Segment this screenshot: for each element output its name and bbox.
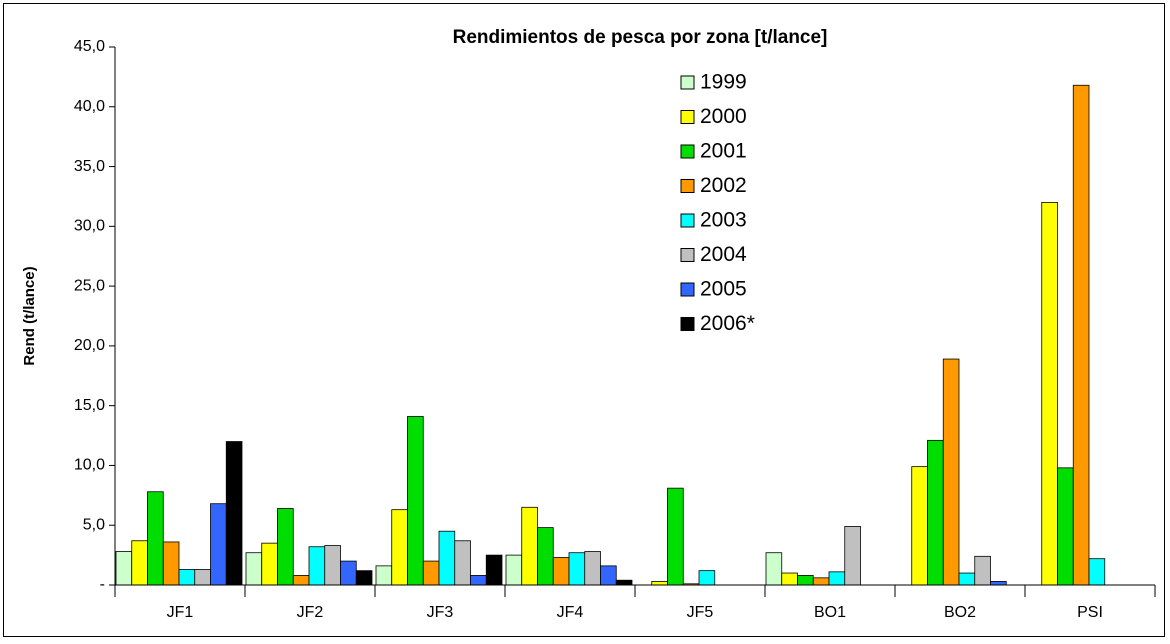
bar — [131, 540, 148, 586]
legend-swatch — [680, 317, 695, 331]
y-tick-label: 10,0 — [74, 457, 105, 474]
bar — [147, 491, 164, 586]
x-tick-label: BO2 — [944, 604, 976, 621]
y-axis-label: Rend (t/lance) — [21, 266, 38, 365]
x-tick-label: JF2 — [297, 604, 324, 621]
bar — [667, 487, 684, 586]
bar — [454, 540, 471, 586]
bar — [698, 570, 716, 586]
bar — [162, 541, 180, 586]
y-tick-label: - — [100, 576, 105, 593]
legend-label: 2005 — [700, 278, 747, 301]
bar — [261, 542, 278, 586]
bar — [355, 570, 373, 586]
bar — [407, 416, 424, 586]
bar — [812, 577, 830, 586]
legend-label: 1999 — [700, 71, 747, 94]
bar — [1072, 84, 1090, 586]
bar — [438, 530, 456, 586]
bar — [225, 441, 243, 586]
bar — [422, 560, 440, 586]
bar — [1088, 558, 1106, 586]
bar — [537, 527, 554, 586]
bar — [974, 555, 991, 586]
legend-swatch — [680, 144, 695, 159]
y-tick-label: 45,0 — [74, 38, 105, 55]
bar — [958, 572, 976, 586]
legend-label: 2000 — [700, 105, 747, 128]
y-tick-label: 25,0 — [74, 277, 105, 294]
y-tick-label: 40,0 — [74, 98, 105, 115]
chart-title: Rendimientos de pesca por zona [t/lance] — [453, 27, 828, 48]
legend-label: 2001 — [700, 140, 747, 163]
bar — [600, 565, 617, 586]
legend-swatch — [680, 179, 695, 193]
bar — [245, 552, 263, 586]
bar — [651, 581, 668, 586]
bar — [765, 552, 783, 586]
bar — [911, 466, 928, 586]
bar — [990, 581, 1007, 586]
bar — [178, 569, 196, 586]
legend-label: 2006* — [700, 312, 755, 335]
bar — [828, 571, 846, 586]
bar — [797, 575, 814, 586]
x-tick-label: JF5 — [687, 604, 714, 621]
legend-label: 2002 — [700, 174, 747, 197]
bar — [505, 554, 523, 586]
y-tick-label: 20,0 — [74, 337, 105, 354]
chart-border — [3, 3, 1165, 637]
bar — [391, 509, 408, 586]
x-tick-label: JF3 — [427, 604, 454, 621]
bar — [552, 557, 570, 586]
legend-swatch — [680, 75, 695, 90]
x-tick-label: PSI — [1077, 604, 1103, 621]
bar — [844, 526, 861, 586]
bar — [194, 569, 211, 586]
bar — [292, 575, 310, 586]
legend-swatch — [680, 282, 695, 297]
y-tick-label: 5,0 — [83, 516, 105, 533]
y-tick-label: 35,0 — [74, 158, 105, 175]
bar — [340, 560, 357, 586]
y-tick-label: 30,0 — [74, 218, 105, 235]
bar — [521, 506, 538, 586]
bar — [308, 546, 326, 586]
x-tick-label: BO1 — [814, 604, 846, 621]
bar — [942, 358, 960, 586]
bar — [568, 552, 586, 586]
bar — [470, 575, 487, 586]
bar — [1041, 202, 1058, 586]
bar — [210, 503, 227, 586]
bar — [1057, 467, 1074, 586]
bar — [115, 551, 133, 586]
bar — [485, 554, 503, 586]
bar — [615, 579, 633, 586]
legend-swatch — [680, 248, 695, 262]
x-tick-label: JF1 — [167, 604, 194, 621]
legend-swatch — [680, 213, 695, 228]
legend-label: 2003 — [700, 209, 747, 232]
legend-swatch — [680, 110, 695, 124]
legend-label: 2004 — [700, 243, 747, 266]
bar — [324, 545, 341, 586]
x-tick-label: JF4 — [557, 604, 584, 621]
bar — [927, 439, 944, 586]
bar — [277, 508, 294, 586]
y-tick-label: 15,0 — [74, 397, 105, 414]
bar — [584, 551, 601, 586]
bar — [375, 565, 393, 586]
bar — [781, 572, 798, 586]
